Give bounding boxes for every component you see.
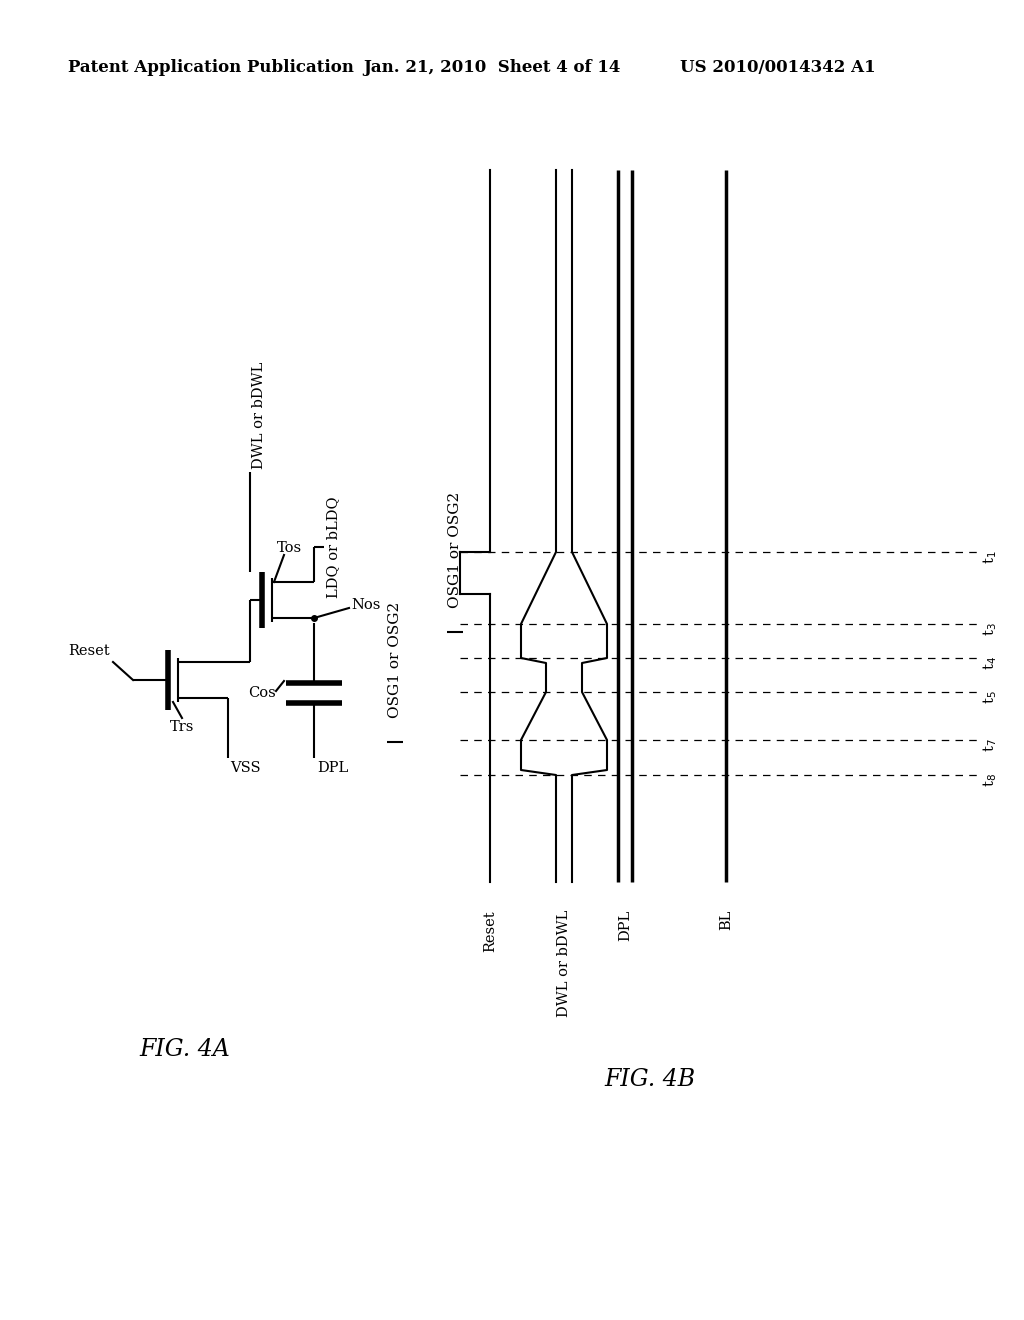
Text: Cos: Cos	[248, 686, 276, 700]
Text: OSG1 or OSG2: OSG1 or OSG2	[388, 602, 402, 718]
Text: Trs: Trs	[170, 719, 195, 734]
Text: t$_3$: t$_3$	[981, 622, 998, 636]
Text: US 2010/0014342 A1: US 2010/0014342 A1	[680, 59, 876, 77]
Text: Tos: Tos	[278, 541, 302, 554]
Text: LDQ or bLDQ: LDQ or bLDQ	[326, 496, 340, 598]
Text: Patent Application Publication: Patent Application Publication	[68, 59, 354, 77]
Text: Jan. 21, 2010  Sheet 4 of 14: Jan. 21, 2010 Sheet 4 of 14	[362, 59, 621, 77]
Text: t$_4$: t$_4$	[981, 656, 998, 671]
Text: t$_7$: t$_7$	[981, 738, 998, 752]
Text: t$_1$: t$_1$	[981, 550, 998, 564]
Text: FIG. 4B: FIG. 4B	[604, 1068, 695, 1092]
Text: VSS: VSS	[230, 762, 261, 775]
Text: t$_5$: t$_5$	[981, 690, 998, 704]
Text: t$_8$: t$_8$	[981, 774, 998, 787]
Text: OSG1 or OSG2: OSG1 or OSG2	[449, 492, 462, 609]
Text: DWL or bDWL: DWL or bDWL	[557, 909, 571, 1018]
Text: DWL or bDWL: DWL or bDWL	[252, 362, 266, 469]
Text: DPL: DPL	[618, 909, 632, 941]
Text: DPL: DPL	[317, 762, 348, 775]
Text: Nos: Nos	[351, 598, 380, 612]
Text: BL: BL	[719, 909, 733, 931]
Text: Reset: Reset	[69, 644, 110, 657]
Text: Reset: Reset	[483, 909, 497, 952]
Text: FIG. 4A: FIG. 4A	[139, 1039, 230, 1061]
